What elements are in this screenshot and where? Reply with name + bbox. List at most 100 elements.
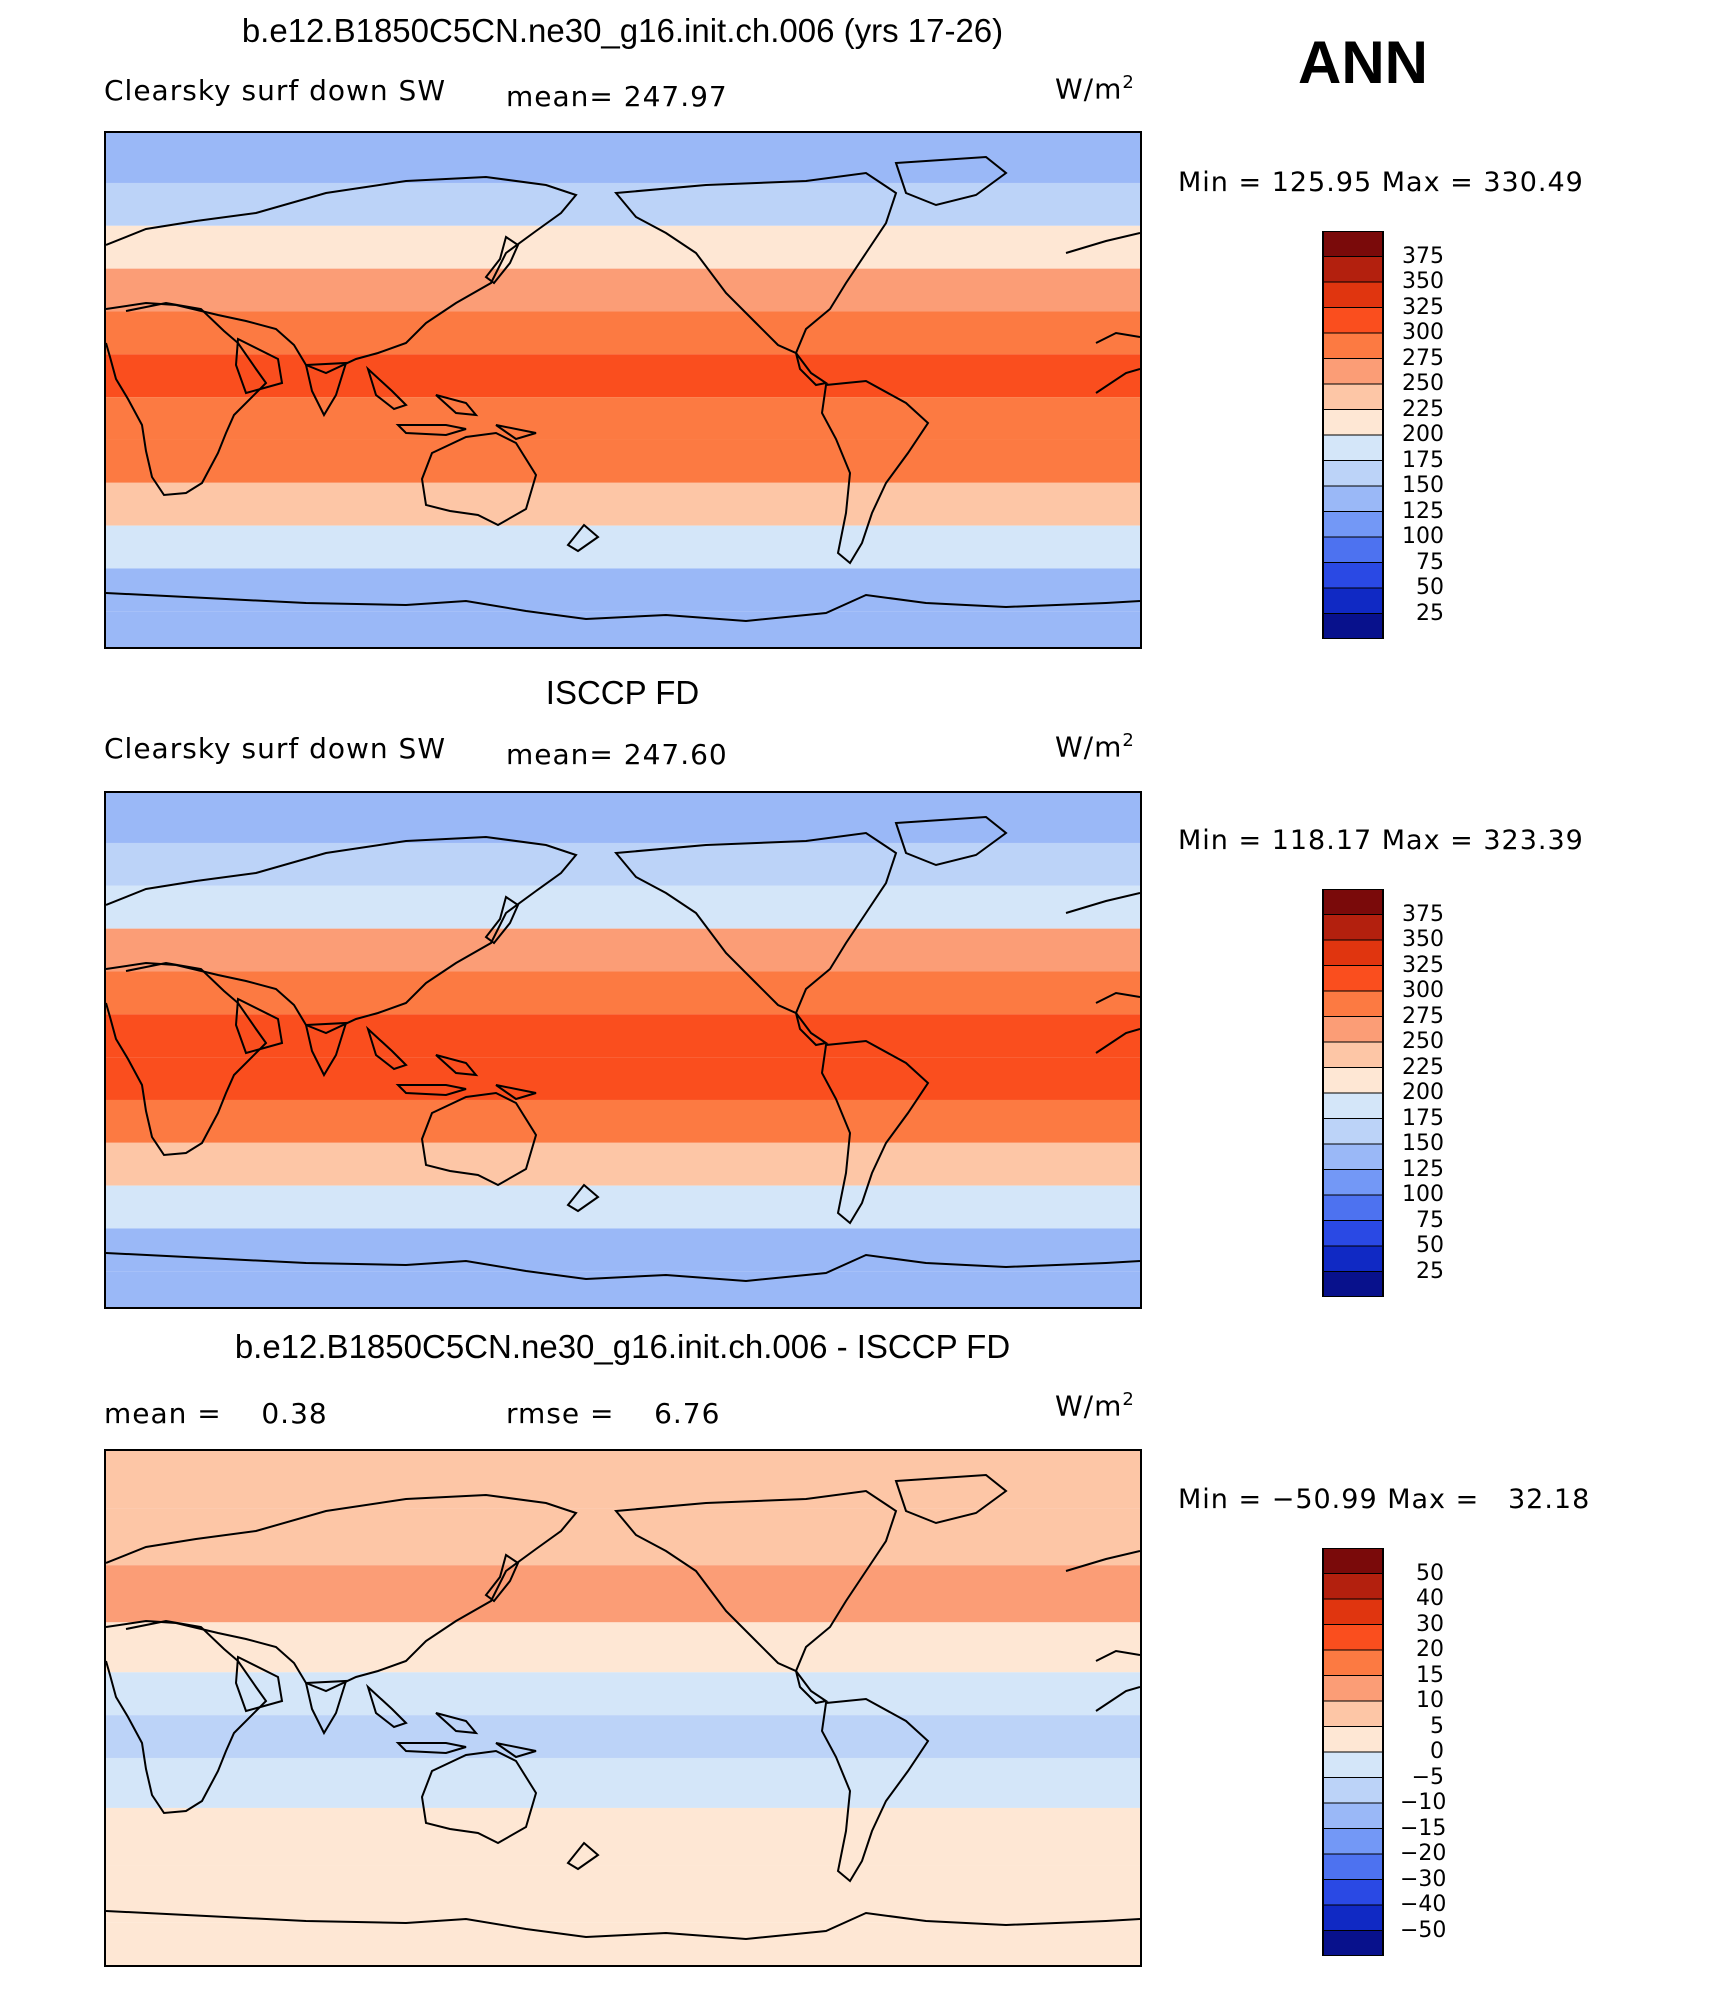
zonal-band xyxy=(106,1807,1140,1866)
coastline xyxy=(1095,991,1140,1004)
colorbar-swatch xyxy=(1322,1879,1384,1906)
colorbar-swatch xyxy=(1322,1041,1384,1068)
colorbar-tick-label: 125 xyxy=(1402,1156,1444,1182)
panel-3-min-max: Min = −50.99 Max = 32.18 xyxy=(1178,1484,1591,1515)
coastline xyxy=(614,171,898,355)
panel-2-title: ISCCP FD xyxy=(545,674,700,711)
colorbar-swatch xyxy=(1322,256,1384,283)
zonal-band xyxy=(106,1757,1140,1808)
colorbar-tick-label: 300 xyxy=(1402,978,1444,1003)
colorbar-tick-label: −50 xyxy=(1400,1917,1447,1943)
colorbar-swatch xyxy=(1322,231,1384,257)
coastline xyxy=(234,1655,284,1713)
coastline xyxy=(566,1183,600,1213)
colorbar-swatch xyxy=(1322,1904,1384,1931)
colorbar-tick-label: 350 xyxy=(1402,269,1444,294)
colorbar-swatch xyxy=(1322,889,1384,915)
colorbar-swatch xyxy=(1322,562,1384,589)
colorbar-swatch xyxy=(1322,332,1384,359)
coastline xyxy=(106,1493,578,1693)
colorbar-swatch xyxy=(1322,1573,1384,1600)
coastline xyxy=(1095,331,1140,344)
panel-3-map xyxy=(104,1449,1142,1967)
coastline xyxy=(495,1084,537,1101)
coastline xyxy=(395,424,467,437)
colorbar-tick-label: 40 xyxy=(1416,1586,1444,1611)
coastline xyxy=(566,1841,600,1871)
panel-2-mean: mean= 247.60 xyxy=(506,738,728,771)
panel-1-colorbar-svg xyxy=(1322,231,1384,639)
zonal-band xyxy=(106,1865,1140,1923)
colorbar-tick-label: 50 xyxy=(1416,1233,1444,1258)
colorbar-swatch xyxy=(1322,1802,1384,1829)
colorbar-tick-label: 10 xyxy=(1416,1688,1444,1713)
coastline xyxy=(614,831,898,1015)
coastline xyxy=(106,1252,1140,1283)
zonal-band xyxy=(106,268,1140,312)
coastline xyxy=(1095,1649,1140,1662)
panel-1-colorbar xyxy=(1322,231,1384,639)
colorbar-swatch xyxy=(1322,307,1384,334)
panel-3-colorbar xyxy=(1322,1548,1384,1956)
season-label: ANN xyxy=(1298,29,1428,96)
colorbar-tick-label: 50 xyxy=(1416,1560,1444,1586)
coastlines xyxy=(106,155,1140,623)
colorbar-tick-label: 375 xyxy=(1402,243,1444,269)
colorbar-swatch xyxy=(1322,1118,1384,1145)
colorbar-swatch xyxy=(1322,511,1384,538)
coastline xyxy=(304,361,348,418)
zonal-band xyxy=(106,525,1140,569)
colorbar-swatch xyxy=(1322,1726,1384,1753)
zonal-band xyxy=(106,182,1140,226)
coastline xyxy=(484,1553,520,1603)
colorbar-tick-label: 250 xyxy=(1402,371,1444,396)
colorbar-swatch xyxy=(1322,914,1384,941)
panel-2-map xyxy=(104,791,1142,1309)
colorbar-frame xyxy=(1322,231,1384,639)
colorbar-tick-label: −5 xyxy=(1411,1764,1444,1790)
coastline xyxy=(304,1021,348,1078)
colorbar-tick-label: 150 xyxy=(1402,1131,1444,1156)
coastlines xyxy=(106,1473,1140,1941)
coastline xyxy=(365,365,408,411)
coastline xyxy=(435,1712,479,1735)
zonal-band xyxy=(106,1185,1140,1229)
colorbar-swatch xyxy=(1322,1649,1384,1676)
panel-2-colorbar-svg xyxy=(1322,889,1384,1297)
zonal-band xyxy=(106,1142,1140,1186)
colorbar-tick-label: 350 xyxy=(1402,927,1444,952)
colorbar-swatch xyxy=(1322,1828,1384,1855)
colorbar-tick-label: 20 xyxy=(1416,1637,1444,1662)
zonal-band xyxy=(106,1508,1140,1566)
panel-1-variable: Clearsky surf down SW xyxy=(104,74,447,107)
coastline xyxy=(1095,1028,1140,1054)
colorbar-swatch xyxy=(1322,460,1384,487)
panel-1-units: W/m2 xyxy=(1055,72,1135,106)
coastline xyxy=(495,424,537,441)
colorbar-swatch xyxy=(1322,1194,1384,1221)
colorbar-tick-label: 125 xyxy=(1402,498,1444,524)
zonal-band xyxy=(106,1622,1140,1673)
coastline xyxy=(1065,1550,1140,1572)
coastline xyxy=(106,961,268,1157)
panel-3-title: b.e12.B1850C5CN.ne30_g16.init.ch.006 - I… xyxy=(234,1328,1011,1365)
colorbar-swatch xyxy=(1322,1169,1384,1196)
coastline xyxy=(795,1670,829,1705)
colorbar-tick-label: −15 xyxy=(1400,1815,1447,1841)
zonal-band xyxy=(106,568,1140,612)
colorbar-tick-label: 100 xyxy=(1402,1182,1444,1207)
coastline xyxy=(1095,368,1140,394)
colorbar-tick-label: −40 xyxy=(1400,1892,1447,1917)
coastline xyxy=(894,815,1008,867)
colorbar-tick-label: 275 xyxy=(1402,1003,1444,1029)
colorbar-tick-label: 300 xyxy=(1402,320,1444,345)
colorbar-swatch xyxy=(1322,1143,1384,1170)
coastline xyxy=(395,1084,467,1097)
colorbar-tick-label: 75 xyxy=(1416,549,1444,575)
zonal-band xyxy=(106,1057,1140,1100)
colorbar-frame xyxy=(1322,889,1384,1297)
colorbar-swatch xyxy=(1322,1598,1384,1625)
colorbar-tick-label: 250 xyxy=(1402,1029,1444,1054)
colorbar-tick-label: 275 xyxy=(1402,345,1444,371)
coastline xyxy=(1065,892,1140,914)
